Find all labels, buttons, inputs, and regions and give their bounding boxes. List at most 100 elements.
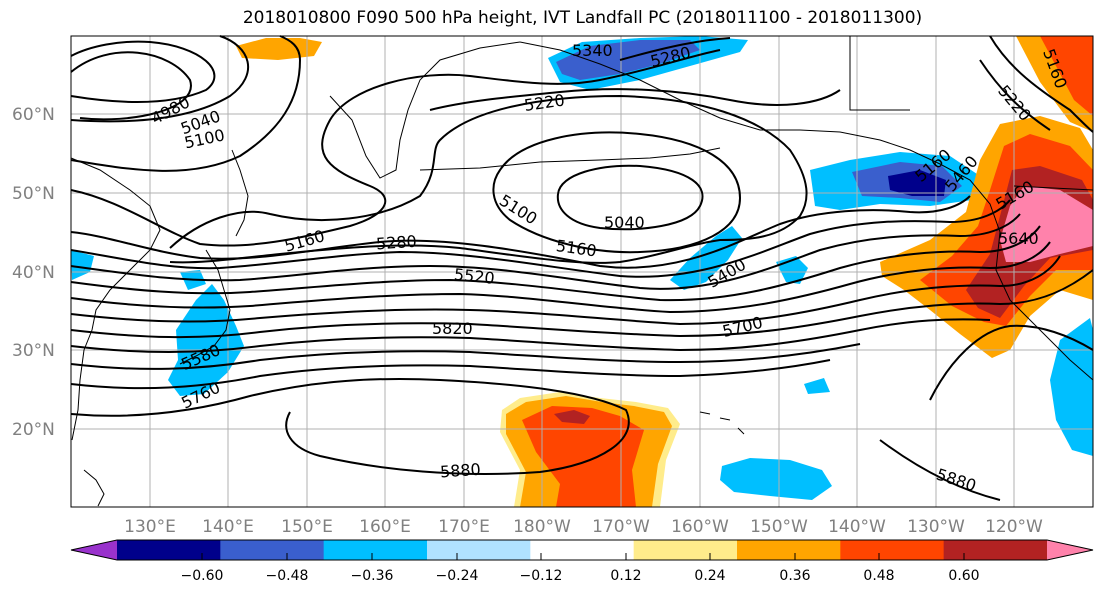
colorbar-segment bbox=[530, 540, 635, 560]
colorbar-tick-label: 0.36 bbox=[779, 568, 810, 584]
hawaii-islands bbox=[699, 411, 745, 435]
ivt-fill-westcoast-pos-max bbox=[1000, 186, 1093, 262]
sakhalin-coast bbox=[231, 149, 249, 237]
lon-label: 140°W bbox=[828, 517, 886, 537]
contour-5220-ne bbox=[979, 59, 1051, 131]
colorbar-segment bbox=[943, 540, 1048, 560]
colorbar-segment bbox=[220, 540, 325, 560]
contour-5880-sub bbox=[70, 377, 630, 475]
contour-5040-low bbox=[556, 164, 704, 231]
lon-label: 160°E bbox=[359, 517, 411, 537]
contour-5520 bbox=[70, 241, 1051, 314]
map-panel: 4980 5040 5100 5340 5280 5220 5100 5040 … bbox=[70, 35, 1094, 508]
contour-5160-nw bbox=[70, 35, 302, 172]
colorbar-tick-label: 0.24 bbox=[694, 568, 725, 584]
lon-label: 140°E bbox=[202, 517, 254, 537]
map-frame bbox=[70, 35, 1094, 508]
colorbar-segment bbox=[117, 540, 221, 560]
contour-5880-se bbox=[879, 439, 1001, 501]
asia-coast bbox=[70, 157, 161, 441]
lat-label-60n: 60°N bbox=[12, 105, 55, 125]
contour-5760 bbox=[70, 343, 861, 370]
contour-5280-main bbox=[70, 195, 971, 269]
contour-5880-e bbox=[929, 324, 1094, 401]
contour-label: 5640 bbox=[998, 229, 1039, 248]
contour-5400 bbox=[70, 213, 1021, 290]
aleutians bbox=[419, 147, 721, 171]
contour-5160-ne bbox=[989, 35, 1094, 133]
lat-label-20n: 20°N bbox=[12, 420, 55, 440]
graticule bbox=[71, 36, 1093, 507]
contour-label: 5520 bbox=[453, 265, 495, 288]
latitude-axis: 60°N 50°N 40°N 30°N 20°N bbox=[12, 105, 55, 440]
ivt-fill-central-neg bbox=[670, 226, 742, 290]
lon-label: 170°E bbox=[438, 517, 490, 537]
ivt-shading bbox=[71, 36, 1093, 507]
colorbar-outline bbox=[70, 539, 1094, 561]
kamchatka-coast bbox=[329, 41, 521, 179]
contour-label: 5340 bbox=[572, 41, 613, 60]
colorbar-segment bbox=[840, 540, 945, 560]
longitude-axis: 130°E 140°E 150°E 160°E 170°E 180°W 170°… bbox=[124, 517, 1043, 537]
contour-5220-n bbox=[429, 88, 841, 111]
colorbar-segment bbox=[737, 540, 841, 560]
colorbar-ticks bbox=[201, 553, 965, 560]
philippines bbox=[83, 469, 105, 507]
contour-label: 5040 bbox=[604, 213, 645, 232]
ivt-fill-bering-neg-strong bbox=[556, 40, 700, 80]
colorbar-segments bbox=[70, 539, 1094, 561]
contour-5640 bbox=[70, 269, 1094, 339]
na-border bbox=[849, 36, 1094, 191]
colorbar-tick-label: −0.24 bbox=[436, 568, 479, 584]
contour-5280-n bbox=[619, 37, 731, 61]
map-title: 2018010800 F090 500 hPa height, IVT Land… bbox=[242, 8, 923, 28]
lon-label: 180°W bbox=[513, 517, 571, 537]
contour-label: 5280 bbox=[375, 232, 417, 254]
colorbar-segment bbox=[323, 540, 428, 560]
lon-label: 170°W bbox=[592, 517, 650, 537]
lon-label: 130°E bbox=[124, 517, 176, 537]
height-contours bbox=[70, 35, 1094, 501]
lat-label-40n: 40°N bbox=[12, 263, 55, 283]
colorbar-tick-label: 0.12 bbox=[610, 568, 641, 584]
contour-4980 bbox=[70, 51, 192, 121]
contour-5700 bbox=[70, 318, 991, 353]
ivt-fill-subtrop-pos-strong bbox=[522, 406, 644, 507]
colorbar-tick-label: −0.60 bbox=[181, 568, 224, 584]
lat-label-50n: 50°N bbox=[12, 184, 55, 204]
colorbar-extend-high bbox=[1047, 540, 1093, 560]
contour-label: 5820 bbox=[432, 319, 473, 338]
colorbar-tick-label: 0.48 bbox=[863, 568, 894, 584]
contour-5340 bbox=[70, 199, 1011, 278]
contour-5100-low bbox=[492, 131, 742, 254]
ivt-fill-small-neg bbox=[804, 378, 830, 394]
lon-label: 120°W bbox=[985, 517, 1043, 537]
ivt-fill-top-pos bbox=[236, 38, 322, 60]
lon-label: 150°E bbox=[281, 517, 333, 537]
contour-5580 bbox=[70, 255, 1061, 326]
lon-label: 160°W bbox=[671, 517, 729, 537]
alaska-coast bbox=[519, 41, 1094, 381]
contour-5040-nw bbox=[70, 40, 216, 104]
ivt-fill-subtrop-pos-stronger bbox=[554, 410, 590, 424]
lat-label-30n: 30°N bbox=[12, 341, 55, 361]
lon-label: 130°W bbox=[907, 517, 965, 537]
lon-label: 150°W bbox=[750, 517, 808, 537]
colorbar-extend-low bbox=[71, 540, 117, 560]
contour-5220-asia bbox=[70, 49, 721, 247]
colorbar-segment bbox=[633, 540, 738, 560]
colorbar-tick-label: −0.36 bbox=[351, 568, 394, 584]
ivt-fill-hawaii-neg bbox=[720, 458, 832, 500]
colorbar-tick-label: −0.12 bbox=[520, 568, 563, 584]
colorbar: −0.60 −0.48 −0.36 −0.24 −0.12 0.12 0.24 … bbox=[70, 539, 1094, 584]
colorbar-segment bbox=[427, 540, 531, 560]
colorbar-tick-label: −0.48 bbox=[266, 568, 309, 584]
ivt-fill-gulf-neg-max bbox=[888, 170, 946, 196]
contour-5100-nw bbox=[70, 35, 250, 123]
ivt-fill-ne-corner-pos-strong bbox=[1040, 36, 1093, 116]
contour-label: 5880 bbox=[439, 460, 481, 482]
contour-5460 bbox=[70, 225, 1041, 302]
ivt-fill-baja-neg bbox=[1050, 318, 1093, 456]
colorbar-tick-label: 0.60 bbox=[948, 568, 979, 584]
